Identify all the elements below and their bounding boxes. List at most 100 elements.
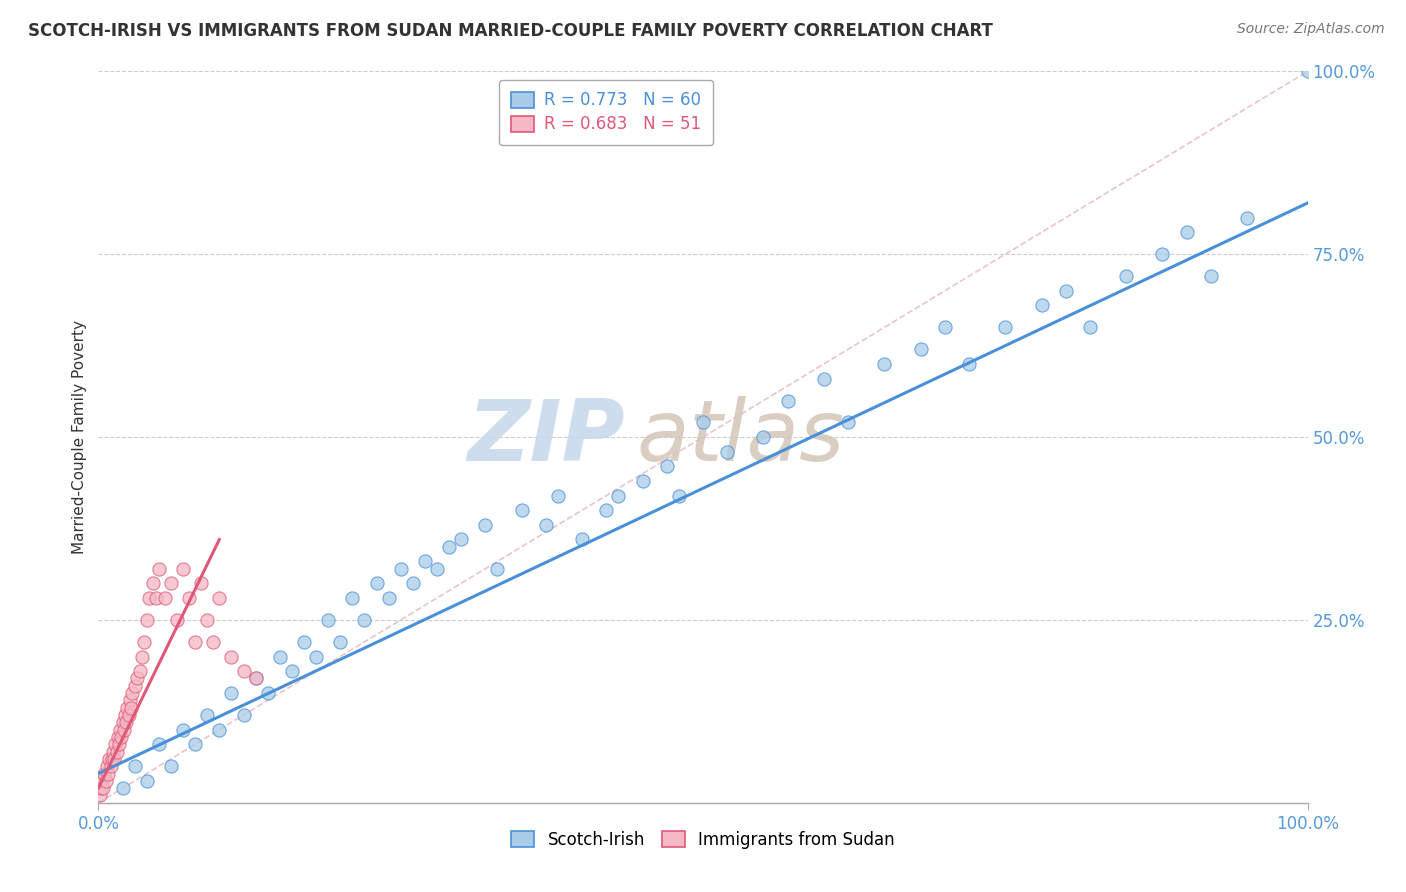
Point	[101, 745, 124, 759]
Point	[91, 773, 114, 788]
Point	[195, 708, 218, 723]
Point	[595, 503, 617, 517]
Point	[111, 715, 134, 730]
Point	[510, 503, 533, 517]
Point	[111, 781, 134, 796]
Point	[128, 664, 150, 678]
Point	[108, 737, 131, 751]
Point	[100, 759, 122, 773]
Point	[195, 613, 218, 627]
Point	[245, 672, 267, 686]
Point	[184, 635, 207, 649]
Point	[1199, 269, 1222, 284]
Point	[910, 343, 932, 357]
Point	[153, 591, 176, 605]
Point	[934, 320, 956, 334]
Point	[91, 781, 114, 796]
Point	[221, 649, 243, 664]
Point	[413, 554, 436, 568]
Point	[402, 576, 425, 591]
Point	[353, 613, 375, 627]
Point	[115, 715, 138, 730]
Point	[437, 540, 460, 554]
Point	[655, 459, 678, 474]
Point	[138, 591, 160, 605]
Point	[120, 700, 142, 714]
Point	[160, 576, 183, 591]
Point	[93, 766, 115, 780]
Point	[1175, 225, 1198, 239]
Point	[547, 489, 569, 503]
Point	[716, 444, 738, 458]
Point	[98, 752, 121, 766]
Point	[96, 759, 118, 773]
Point	[1296, 64, 1319, 78]
Point	[97, 766, 120, 780]
Point	[316, 613, 339, 627]
Point	[160, 759, 183, 773]
Text: Source: ZipAtlas.com: Source: ZipAtlas.com	[1237, 22, 1385, 37]
Point	[110, 730, 132, 744]
Point	[142, 576, 165, 591]
Point	[105, 745, 128, 759]
Point	[1054, 284, 1077, 298]
Point	[117, 700, 139, 714]
Point	[190, 576, 212, 591]
Point	[389, 562, 412, 576]
Point	[148, 562, 170, 576]
Y-axis label: Married-Couple Family Poverty: Married-Couple Family Poverty	[72, 320, 87, 554]
Point	[534, 517, 557, 532]
Point	[873, 357, 896, 371]
Point	[366, 576, 388, 591]
Point	[994, 320, 1017, 334]
Text: ZIP: ZIP	[467, 395, 624, 479]
Point	[208, 723, 231, 737]
Point	[776, 393, 799, 408]
Point	[232, 664, 254, 678]
Point	[957, 357, 980, 371]
Text: atlas: atlas	[637, 395, 845, 479]
Point	[342, 591, 364, 605]
Point	[1031, 298, 1053, 312]
Point	[127, 672, 149, 686]
Point	[571, 533, 593, 547]
Point	[1078, 320, 1101, 334]
Point	[124, 759, 146, 773]
Point	[145, 591, 167, 605]
Point	[108, 723, 131, 737]
Point	[148, 737, 170, 751]
Point	[752, 430, 775, 444]
Point	[607, 489, 630, 503]
Point	[232, 708, 254, 723]
Point	[245, 672, 267, 686]
Point	[90, 781, 112, 796]
Point	[631, 474, 654, 488]
Point	[121, 686, 143, 700]
Point	[269, 649, 291, 664]
Point	[179, 591, 201, 605]
Point	[107, 730, 129, 744]
Point	[813, 371, 835, 385]
Point	[118, 708, 141, 723]
Point	[329, 635, 352, 649]
Legend: Scotch-Irish, Immigrants from Sudan: Scotch-Irish, Immigrants from Sudan	[499, 819, 907, 860]
Point	[89, 789, 111, 803]
Point	[100, 752, 122, 766]
Point	[221, 686, 243, 700]
Point	[1152, 247, 1174, 261]
Point	[166, 613, 188, 627]
Point	[104, 737, 127, 751]
Point	[172, 562, 194, 576]
Text: SCOTCH-IRISH VS IMMIGRANTS FROM SUDAN MARRIED-COUPLE FAMILY POVERTY CORRELATION : SCOTCH-IRISH VS IMMIGRANTS FROM SUDAN MA…	[28, 22, 993, 40]
Point	[135, 613, 157, 627]
Point	[172, 723, 194, 737]
Point	[134, 635, 156, 649]
Point	[94, 773, 117, 788]
Point	[208, 591, 231, 605]
Point	[837, 416, 859, 430]
Point	[692, 416, 714, 430]
Point	[668, 489, 690, 503]
Point	[202, 635, 225, 649]
Point	[1115, 269, 1137, 284]
Point	[1236, 211, 1258, 225]
